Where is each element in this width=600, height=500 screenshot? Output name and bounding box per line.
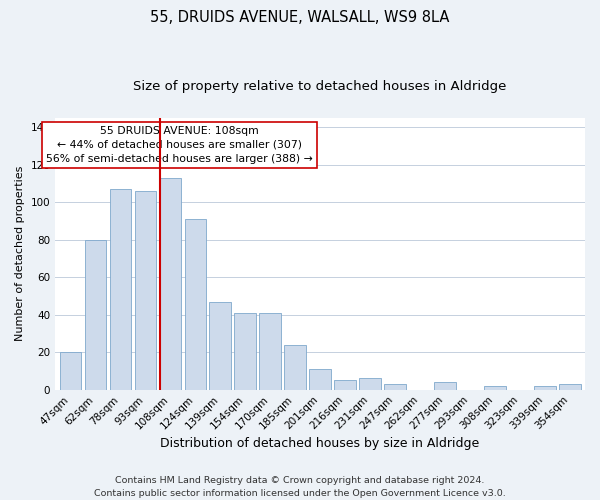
Title: Size of property relative to detached houses in Aldridge: Size of property relative to detached ho… <box>133 80 507 93</box>
X-axis label: Distribution of detached houses by size in Aldridge: Distribution of detached houses by size … <box>160 437 480 450</box>
Y-axis label: Number of detached properties: Number of detached properties <box>15 166 25 342</box>
Bar <box>284 344 306 390</box>
Bar <box>85 240 106 390</box>
Bar <box>209 302 231 390</box>
Bar <box>334 380 356 390</box>
Bar <box>185 219 206 390</box>
Bar <box>535 386 556 390</box>
Bar <box>385 384 406 390</box>
Text: 55 DRUIDS AVENUE: 108sqm
← 44% of detached houses are smaller (307)
56% of semi-: 55 DRUIDS AVENUE: 108sqm ← 44% of detach… <box>46 126 313 164</box>
Bar <box>434 382 455 390</box>
Bar <box>359 378 380 390</box>
Text: Contains HM Land Registry data © Crown copyright and database right 2024.
Contai: Contains HM Land Registry data © Crown c… <box>94 476 506 498</box>
Bar <box>259 313 281 390</box>
Bar <box>484 386 506 390</box>
Bar <box>310 369 331 390</box>
Bar <box>110 189 131 390</box>
Bar <box>235 313 256 390</box>
Bar <box>59 352 81 390</box>
Text: 55, DRUIDS AVENUE, WALSALL, WS9 8LA: 55, DRUIDS AVENUE, WALSALL, WS9 8LA <box>151 10 449 25</box>
Bar <box>160 178 181 390</box>
Bar <box>134 191 156 390</box>
Bar <box>559 384 581 390</box>
